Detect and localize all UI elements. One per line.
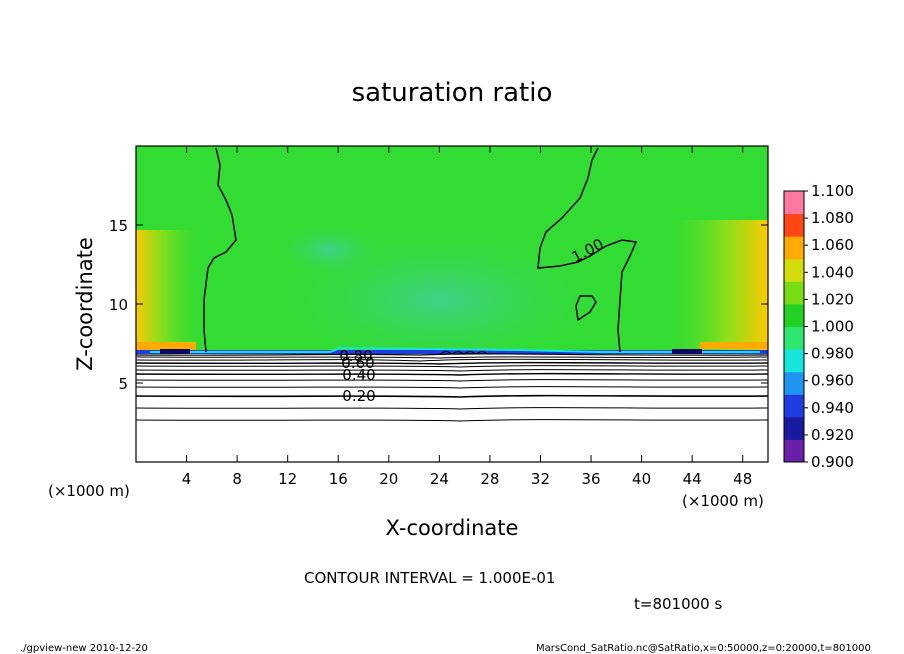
colorbar-label: 0.900 [811, 453, 854, 471]
y-axis-label: Z-coordinate [73, 237, 97, 371]
contour-interval-text: CONTOUR INTERVAL = 1.000E-01 [304, 569, 555, 587]
colorbar-label: 0.920 [811, 426, 854, 444]
colorbar: 0.900 0.920 0.940 0.960 0.980 1.000 1.020 1.040… [783, 182, 854, 471]
y-tick-label: 15 [109, 217, 128, 235]
contour-lines-lower [135, 350, 769, 422]
x-tick-label: 20 [379, 470, 398, 488]
x-tick-label: 16 [329, 470, 348, 488]
colorbar-swatch [784, 281, 804, 305]
y-axis: 5 10 15 [109, 217, 768, 393]
chart-title: saturation ratio [352, 78, 553, 108]
colorbar-swatch [784, 191, 804, 215]
colorbar-swatch [784, 439, 804, 463]
x-tick-label: 4 [182, 470, 192, 488]
x-unit-right: (×1000 m) [682, 492, 764, 510]
colorbar-label: 1.000 [811, 318, 854, 336]
colorbar-label: 0.980 [811, 345, 854, 363]
colorbar-label: 1.060 [811, 236, 854, 254]
y-tick-label: 10 [109, 296, 128, 314]
x-tick-label: 12 [278, 470, 297, 488]
contour-labels: 1.00 0.80 0.60 0.40 0.20 [339, 235, 606, 405]
warm-region-left [136, 230, 206, 352]
colorbar-swatch [784, 213, 804, 237]
colorbar-swatch [784, 303, 804, 327]
plot-area: 1.00 0.80 0.60 0.40 0.20 [135, 145, 769, 463]
x-axis-label: X-coordinate [386, 516, 519, 540]
x-tick-label: 44 [683, 470, 702, 488]
footer-right: MarsCond_SatRatio.nc@SatRatio,x=0:50000,… [536, 643, 871, 654]
colorbar-swatch [784, 394, 804, 418]
colorbar-swatch [784, 371, 804, 395]
colorbar-label: 1.100 [811, 182, 854, 200]
x-tick-label: 32 [531, 470, 550, 488]
x-tick-label: 36 [581, 470, 600, 488]
contour-label-0-60: 0.60 [341, 354, 374, 372]
unsaturated-region [136, 352, 768, 462]
warm-region-right [660, 220, 768, 352]
x-tick-label: 24 [430, 470, 449, 488]
contour-label-0-40: 0.40 [342, 366, 375, 384]
colorbar-label: 0.940 [811, 399, 854, 417]
colorbar-swatch [784, 326, 804, 350]
colorbar-swatch [784, 236, 804, 260]
time-text: t=801000 s [634, 595, 722, 613]
colorbar-label: 0.960 [811, 372, 854, 390]
x-tick-label: 8 [232, 470, 242, 488]
x-unit-left: (×1000 m) [48, 482, 130, 500]
colorbar-label: 1.040 [811, 263, 854, 281]
contour-label-0-80: 0.80 [339, 347, 372, 365]
colorbar-label: 1.020 [811, 290, 854, 308]
colorbar-swatch [784, 416, 804, 440]
y-tick-label: 5 [118, 375, 128, 393]
x-tick-label: 28 [480, 470, 499, 488]
colorbar-swatch [784, 258, 804, 282]
x-tick-label: 48 [733, 470, 752, 488]
contour-label-0-20: 0.20 [342, 387, 375, 405]
contour-lines-upper [203, 147, 638, 353]
x-tick-label: 40 [632, 470, 651, 488]
footer-left: ./gpview-new 2010-12-20 [20, 643, 148, 654]
colorbar-swatch [784, 349, 804, 373]
colorbar-label: 1.080 [811, 209, 854, 227]
x-axis: 4 8 12 16 20 24 28 32 36 40 44 48 [182, 146, 752, 488]
